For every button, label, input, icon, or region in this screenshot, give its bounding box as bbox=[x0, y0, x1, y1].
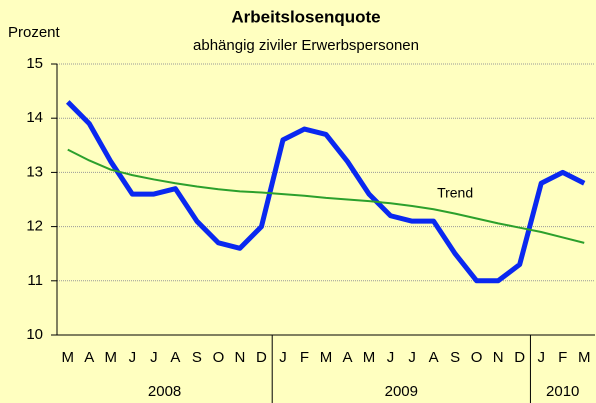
y-tick-label: 15 bbox=[26, 55, 43, 72]
group-label: 2008 bbox=[148, 383, 181, 400]
x-tick-label: A bbox=[343, 349, 353, 366]
x-tick-label: O bbox=[471, 349, 483, 366]
x-tick-label: S bbox=[192, 349, 202, 366]
y-tick-label: 13 bbox=[26, 163, 43, 180]
x-tick-label: N bbox=[493, 349, 504, 366]
line-series bbox=[67, 148, 585, 244]
x-tick-label: M bbox=[320, 349, 333, 366]
x-tick-label: M bbox=[62, 349, 75, 366]
x-tick-label: F bbox=[558, 349, 567, 366]
y-tick-label: 14 bbox=[26, 109, 43, 126]
series-label: Trend bbox=[437, 184, 473, 200]
x-tick-label: D bbox=[514, 349, 525, 366]
x-tick-label: J bbox=[408, 349, 416, 366]
x-tick-label: J bbox=[387, 349, 395, 366]
x-tick-label: J bbox=[279, 349, 287, 366]
chart-subtitle: abhängig ziviler Erwerbspersonen bbox=[193, 37, 419, 54]
y-tick-label: 11 bbox=[27, 272, 43, 289]
line-series bbox=[65, 100, 586, 284]
x-tick-label: A bbox=[170, 349, 180, 366]
y-axis-label: Prozent bbox=[8, 24, 61, 41]
x-tick-label: S bbox=[450, 349, 460, 366]
x-tick-label: D bbox=[256, 349, 267, 366]
x-tick-label: M bbox=[578, 349, 591, 366]
group-label: 2009 bbox=[385, 383, 418, 400]
x-tick-label: M bbox=[105, 349, 118, 366]
x-tick-label: O bbox=[213, 349, 225, 366]
x-tick-label: J bbox=[150, 349, 158, 366]
x-tick-label: J bbox=[129, 349, 137, 366]
y-tick-label: 10 bbox=[26, 326, 43, 343]
x-tick-label: A bbox=[84, 349, 94, 366]
y-tick-label: 12 bbox=[26, 218, 43, 235]
chart-title: Arbeitslosenquote bbox=[231, 7, 380, 26]
x-tick-label: N bbox=[234, 349, 245, 366]
x-tick-label: A bbox=[429, 349, 439, 366]
group-label: 2010 bbox=[546, 383, 579, 400]
x-tick-label: J bbox=[537, 349, 545, 366]
x-tick-label: M bbox=[363, 349, 376, 366]
x-tick-label: F bbox=[300, 349, 309, 366]
